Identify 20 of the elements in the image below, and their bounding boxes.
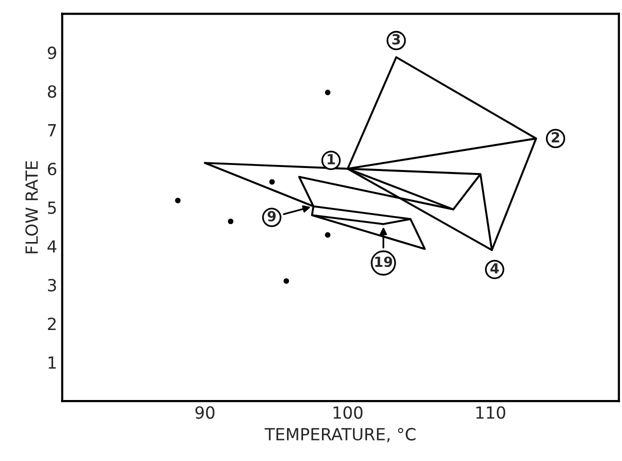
x-axis-title: TEMPERATURE, °C [264,428,416,442]
x-tick-label: 110 [476,406,506,419]
annotation: 19 [375,256,392,268]
y-axis-title: FLOW RATE [25,161,38,254]
x-tick-label: 90 [195,406,214,419]
annotation: 2 [552,132,560,142]
y-tick-label: 2 [48,318,56,330]
x-tick-label: 100 [334,406,362,419]
y-tick-label: 5 [48,202,56,214]
y-tick-label: 7 [48,124,56,136]
annotation: 9 [268,210,276,222]
y-tick-label: 4 [48,240,56,253]
annotation: 1 [328,154,335,164]
y-tick-label: 6 [48,162,56,176]
y-tick-label: 3 [48,278,56,292]
annotation: 3 [392,34,400,45]
annotation: 4 [490,263,499,274]
y-tick-label: 1 [48,356,56,369]
y-tick-label: 9 [48,46,56,60]
y-tick-label: 8 [48,85,56,98]
